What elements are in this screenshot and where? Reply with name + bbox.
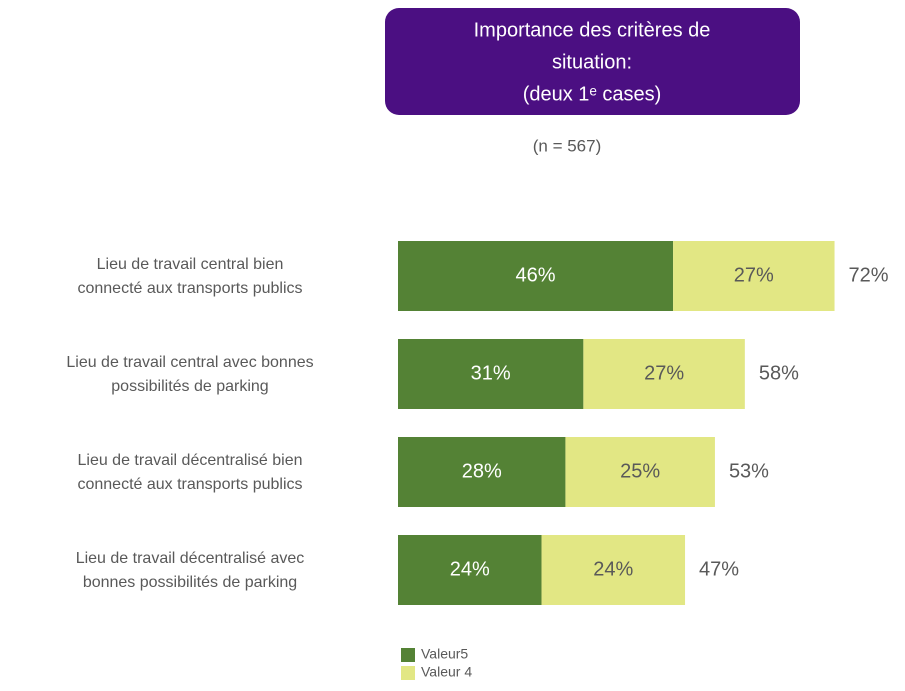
title-box (385, 8, 800, 115)
chart-title: (deux 1ᵉ cases) (523, 83, 662, 105)
bar-segment (673, 241, 835, 311)
value-label: 24% (450, 558, 490, 580)
value-label: 24% (593, 558, 633, 580)
chart-title: Importance des critères de (474, 19, 711, 41)
category-label: Lieu de travail central avec bonnes (66, 354, 313, 371)
chart-title: situation: (552, 51, 632, 73)
bar-segment (398, 339, 584, 409)
bar-segment (565, 437, 715, 507)
value-label: 28% (462, 460, 502, 482)
value-label: 27% (734, 264, 774, 286)
value-label: 25% (620, 460, 660, 482)
category-label: connecté aux transports publics (77, 280, 302, 297)
bar-segment (583, 339, 745, 409)
total-label: 58% (759, 362, 799, 384)
legend-swatch (401, 648, 415, 662)
total-label: 53% (729, 460, 769, 482)
total-label: 47% (699, 558, 739, 580)
bar-segment (398, 437, 566, 507)
category-label: possibilités de parking (111, 378, 268, 395)
legend-label: Valeur 4 (421, 664, 472, 680)
legend-label: Valeur5 (421, 646, 468, 662)
category-label: connecté aux transports publics (77, 476, 302, 493)
value-label: 46% (516, 264, 556, 286)
category-label: Lieu de travail central bien (97, 256, 284, 273)
category-label: bonnes possibilités de parking (83, 574, 297, 591)
value-label: 31% (471, 362, 511, 384)
value-label: 27% (644, 362, 684, 384)
legend-swatch (401, 666, 415, 680)
total-label: 72% (849, 264, 889, 286)
bar-segment (541, 535, 686, 605)
subtitle: (n = 567) (533, 136, 602, 155)
bar-segment (398, 535, 542, 605)
bar-segment (398, 241, 674, 311)
category-label: Lieu de travail décentralisé bien (77, 452, 302, 469)
category-label: Lieu de travail décentralisé avec (76, 550, 305, 567)
